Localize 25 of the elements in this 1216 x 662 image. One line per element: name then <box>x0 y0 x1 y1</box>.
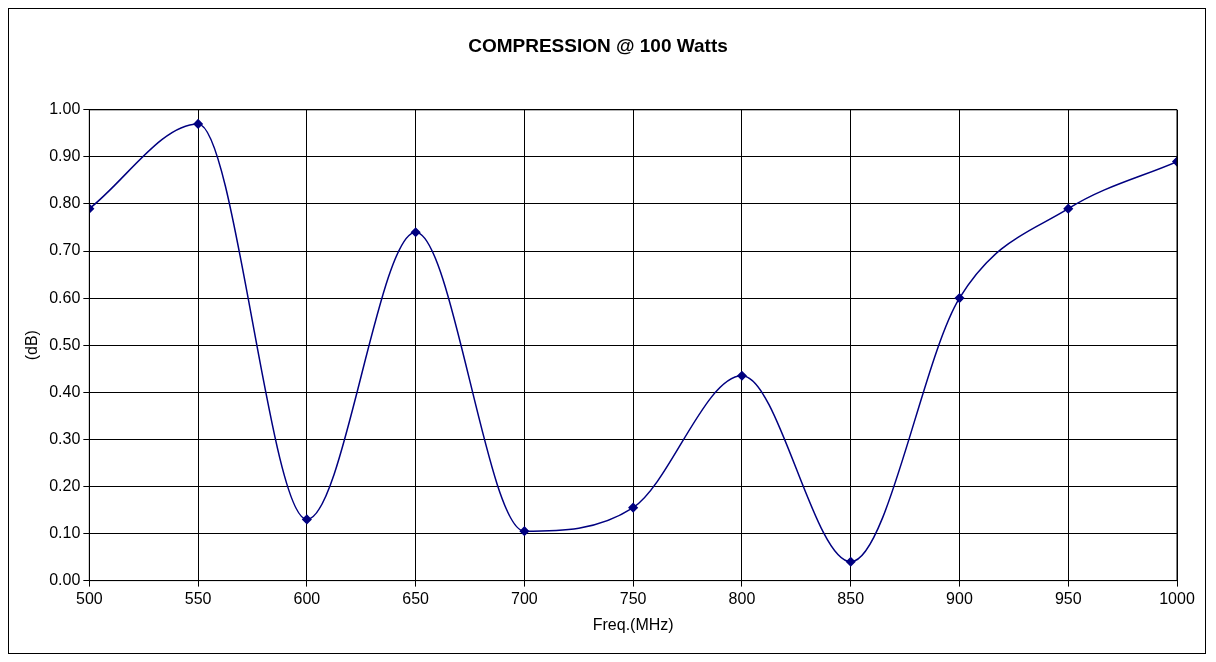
y-axis-title: (dB) <box>23 330 41 361</box>
x-tick-label: 500 <box>75 589 103 607</box>
x-tick-label: 650 <box>402 589 430 607</box>
y-tick-label: 0.30 <box>49 429 81 447</box>
x-tick-label: 900 <box>946 589 973 607</box>
y-tick-label: 1.00 <box>49 100 81 118</box>
y-tick-label: 0.40 <box>49 382 81 400</box>
y-tick-label: 0.50 <box>49 335 81 353</box>
x-tick-label: 750 <box>619 589 647 607</box>
chart-title: COMPRESSION @ 100 Watts <box>468 34 728 56</box>
y-tick-label: 0.10 <box>49 523 81 541</box>
x-axis-title: Freq.(MHz) <box>592 615 674 633</box>
y-tick-label: 0.20 <box>49 476 81 494</box>
x-tick-label: 850 <box>837 589 865 607</box>
x-tick-label: 700 <box>511 589 538 607</box>
y-tick-label: 0.80 <box>49 194 81 212</box>
y-tick-label: 0.70 <box>49 241 81 259</box>
x-tick-label: 950 <box>1054 589 1082 607</box>
y-tick-label: 0.60 <box>49 288 81 306</box>
x-tick-label: 1000 <box>1159 589 1195 607</box>
x-tick-label: 600 <box>293 589 321 607</box>
y-tick-label: 0.00 <box>49 571 81 589</box>
x-tick-label: 800 <box>728 589 756 607</box>
y-tick-label: 0.90 <box>49 147 81 165</box>
x-tick-label: 550 <box>184 589 212 607</box>
